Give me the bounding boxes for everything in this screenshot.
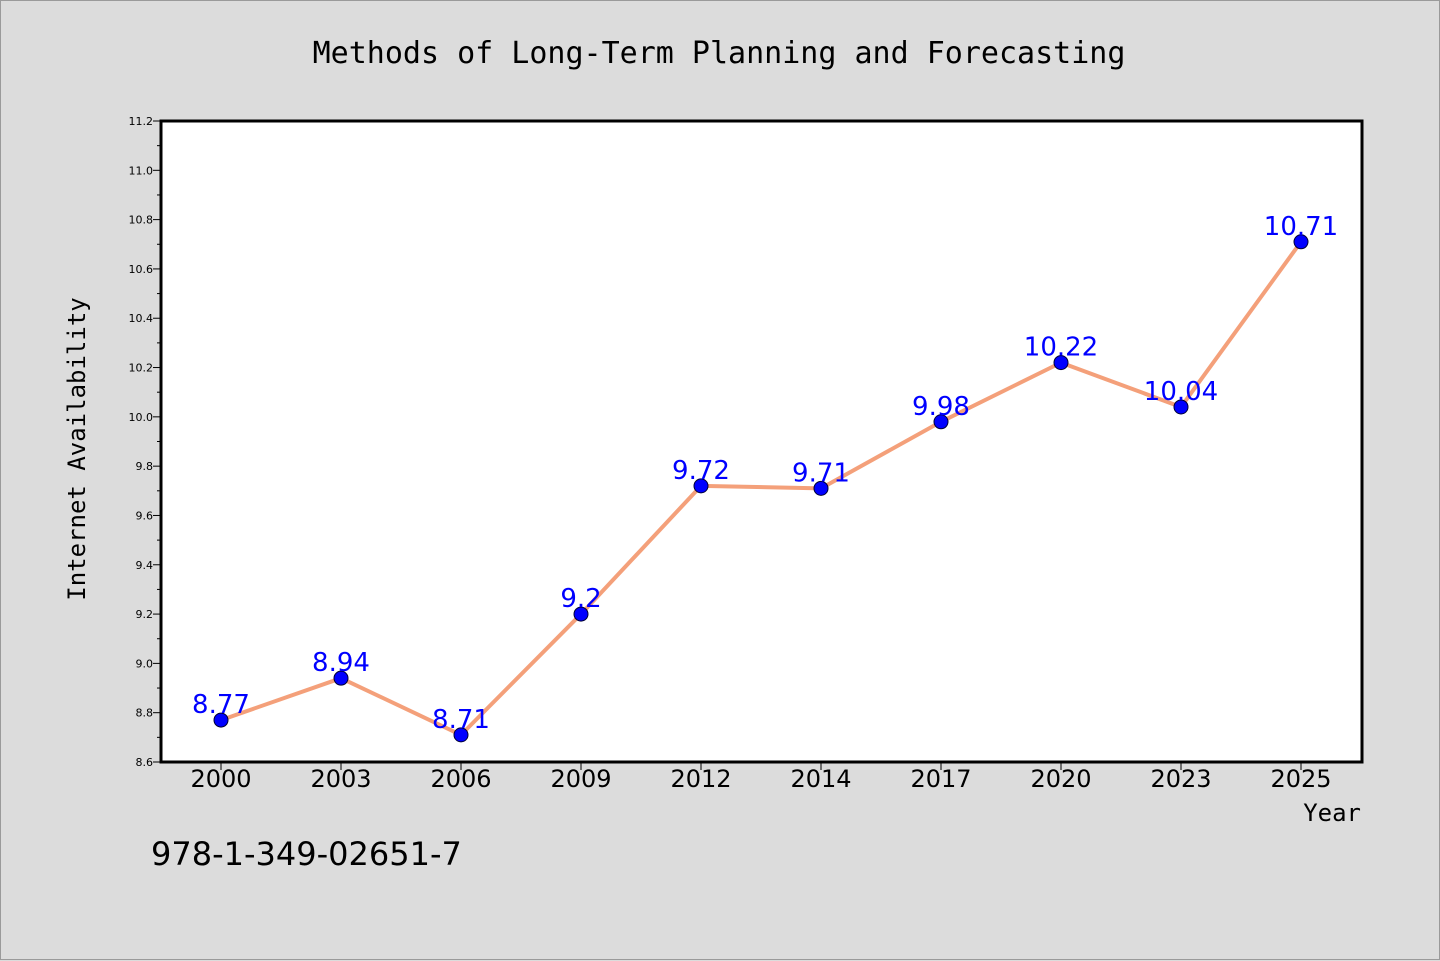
y-tick-label: 11.0 xyxy=(129,164,154,177)
data-point xyxy=(1053,355,1069,371)
series-layer xyxy=(213,234,1309,743)
x-tick-label: 2009 xyxy=(550,765,611,793)
data-label: 8.94 xyxy=(312,648,370,678)
x-tick-label: 2000 xyxy=(190,765,251,793)
x-tick-label: 2025 xyxy=(1270,765,1331,793)
x-tick-label: 2017 xyxy=(910,765,971,793)
data-point xyxy=(213,712,229,728)
data-label: 8.71 xyxy=(432,705,490,735)
x-tick-label: 2012 xyxy=(670,765,731,793)
data-label: 8.77 xyxy=(192,690,250,720)
y-tick-label: 9.8 xyxy=(136,460,154,473)
y-tick-label: 8.8 xyxy=(136,707,154,720)
x-tick-label: 2023 xyxy=(1150,765,1211,793)
x-axis-label: Year xyxy=(1303,799,1361,827)
series-line xyxy=(219,239,1303,737)
x-tick-label: 2020 xyxy=(1030,765,1091,793)
x-tick-label: 2014 xyxy=(790,765,851,793)
y-tick-label: 9.0 xyxy=(136,657,154,670)
data-labels: 8.77 8.94 8.71 9.2 9.72 9.71 9.98 10.22 10.04 10.… xyxy=(192,212,1338,735)
y-tick-label: 10.8 xyxy=(129,214,154,227)
y-tick-label: 9.4 xyxy=(136,559,154,572)
data-point xyxy=(813,480,829,496)
plot-area xyxy=(159,119,1364,764)
y-tick-label: 10.6 xyxy=(129,263,154,276)
data-point xyxy=(333,670,349,686)
data-label: 10.71 xyxy=(1264,212,1338,242)
data-label: 10.22 xyxy=(1024,333,1098,363)
data-point xyxy=(1173,399,1189,415)
y-tick-label: 10.4 xyxy=(129,312,154,325)
x-tick-label: 2003 xyxy=(310,765,371,793)
data-label: 9.72 xyxy=(672,456,730,486)
y-tick-label: 9.2 xyxy=(136,608,154,621)
y-axis: 8.6 8.8 9.0 9.2 9.4 9.6 9.8 10.0 10.2 10.4 10.6 10.… xyxy=(129,115,161,769)
x-tick-label: 2006 xyxy=(430,765,491,793)
y-tick-label: 9.6 xyxy=(136,509,154,522)
data-point xyxy=(693,478,709,494)
y-tick-label: 10.0 xyxy=(129,411,154,424)
chart-title: Methods of Long-Term Planning and Foreca… xyxy=(313,36,1126,71)
data-point xyxy=(453,727,469,743)
data-point xyxy=(1293,234,1309,250)
isbn-annotation: 978-1-349-02651-7 xyxy=(151,835,462,873)
data-point xyxy=(933,414,949,430)
data-label: 9.98 xyxy=(912,392,970,422)
x-axis: 2000 2003 2006 2009 2012 2014 2017 2020 2023 2025 xyxy=(190,762,1332,793)
y-tick-label: 10.2 xyxy=(129,362,154,375)
y-tick-label: 11.2 xyxy=(129,115,154,128)
y-tick-label: 8.6 xyxy=(136,756,154,769)
data-point xyxy=(573,606,589,622)
data-label: 10.04 xyxy=(1144,377,1218,407)
y-axis-label: Internet Availability xyxy=(63,297,91,600)
data-label: 9.2 xyxy=(560,584,601,614)
data-label: 9.71 xyxy=(792,458,850,488)
